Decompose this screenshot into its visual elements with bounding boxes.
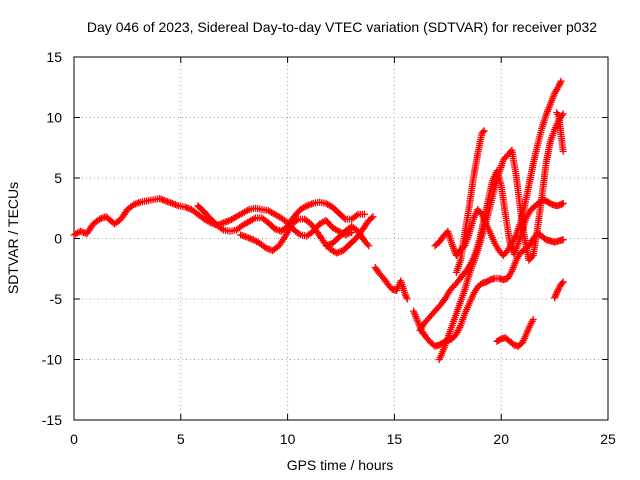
x-tick-label: 20	[493, 431, 509, 447]
data-points	[70, 77, 567, 363]
y-tick-label: -10	[42, 352, 62, 368]
series-track-j	[431, 77, 565, 259]
data-point	[250, 215, 258, 223]
data-point	[551, 294, 559, 302]
data-point	[348, 228, 356, 236]
series-track-d	[322, 222, 373, 250]
y-tick-label: 15	[46, 49, 62, 65]
data-point	[529, 316, 537, 324]
y-tick-label: 5	[54, 170, 62, 186]
data-point	[528, 253, 536, 261]
y-tick-label: 0	[54, 231, 62, 247]
x-axis-ticks: 0 5 10 15 20 25	[70, 57, 616, 447]
x-tick-label: 25	[600, 431, 616, 447]
data-point	[559, 278, 567, 286]
y-tick-label: -15	[42, 412, 62, 428]
series-track-a	[70, 195, 356, 240]
y-axis-ticks: -15 -10 -5 0 5 10 15	[42, 49, 608, 428]
data-point	[551, 292, 559, 300]
data-point	[559, 236, 567, 244]
x-axis-label: GPS time / hours	[287, 457, 394, 473]
data-point	[556, 79, 564, 87]
data-point	[293, 216, 301, 224]
data-point	[365, 242, 373, 250]
series-track-b	[194, 198, 368, 235]
data-point	[352, 212, 360, 220]
x-tick-label: 10	[280, 431, 296, 447]
data-point	[402, 292, 410, 300]
data-point	[401, 290, 409, 298]
data-point	[368, 214, 376, 222]
series-track-m	[553, 109, 567, 155]
data-point	[556, 80, 564, 88]
data-point	[340, 214, 348, 222]
x-tick-label: 0	[70, 431, 78, 447]
series-track-e	[371, 264, 411, 303]
y-tick-label: 10	[46, 110, 62, 126]
data-point	[403, 295, 411, 303]
data-point	[363, 240, 371, 248]
data-point	[479, 128, 487, 136]
data-point	[553, 289, 561, 297]
data-point	[244, 206, 252, 214]
y-axis-label: SDTVAR / TECUs	[5, 182, 21, 294]
chart-title: Day 046 of 2023, Sidereal Day-to-day VTE…	[87, 19, 597, 35]
data-point	[295, 230, 303, 238]
data-point	[360, 210, 368, 218]
data-point	[555, 82, 563, 90]
data-point	[558, 279, 566, 287]
series-track-f	[410, 230, 567, 350]
series-track-i	[452, 127, 488, 276]
data-point	[557, 77, 565, 85]
data-point	[553, 287, 561, 295]
data-point	[559, 199, 567, 207]
data-point	[480, 127, 488, 135]
data-point	[218, 225, 226, 233]
series-track-l	[551, 278, 567, 302]
data-point	[403, 293, 411, 301]
x-tick-label: 15	[387, 431, 403, 447]
data-point	[477, 209, 485, 217]
y-tick-label: -5	[50, 291, 63, 307]
data-point	[559, 147, 567, 155]
data-point	[552, 291, 560, 299]
data-point	[301, 203, 309, 211]
x-tick-label: 5	[177, 431, 185, 447]
data-point	[369, 213, 377, 221]
series-track-k	[493, 316, 537, 350]
